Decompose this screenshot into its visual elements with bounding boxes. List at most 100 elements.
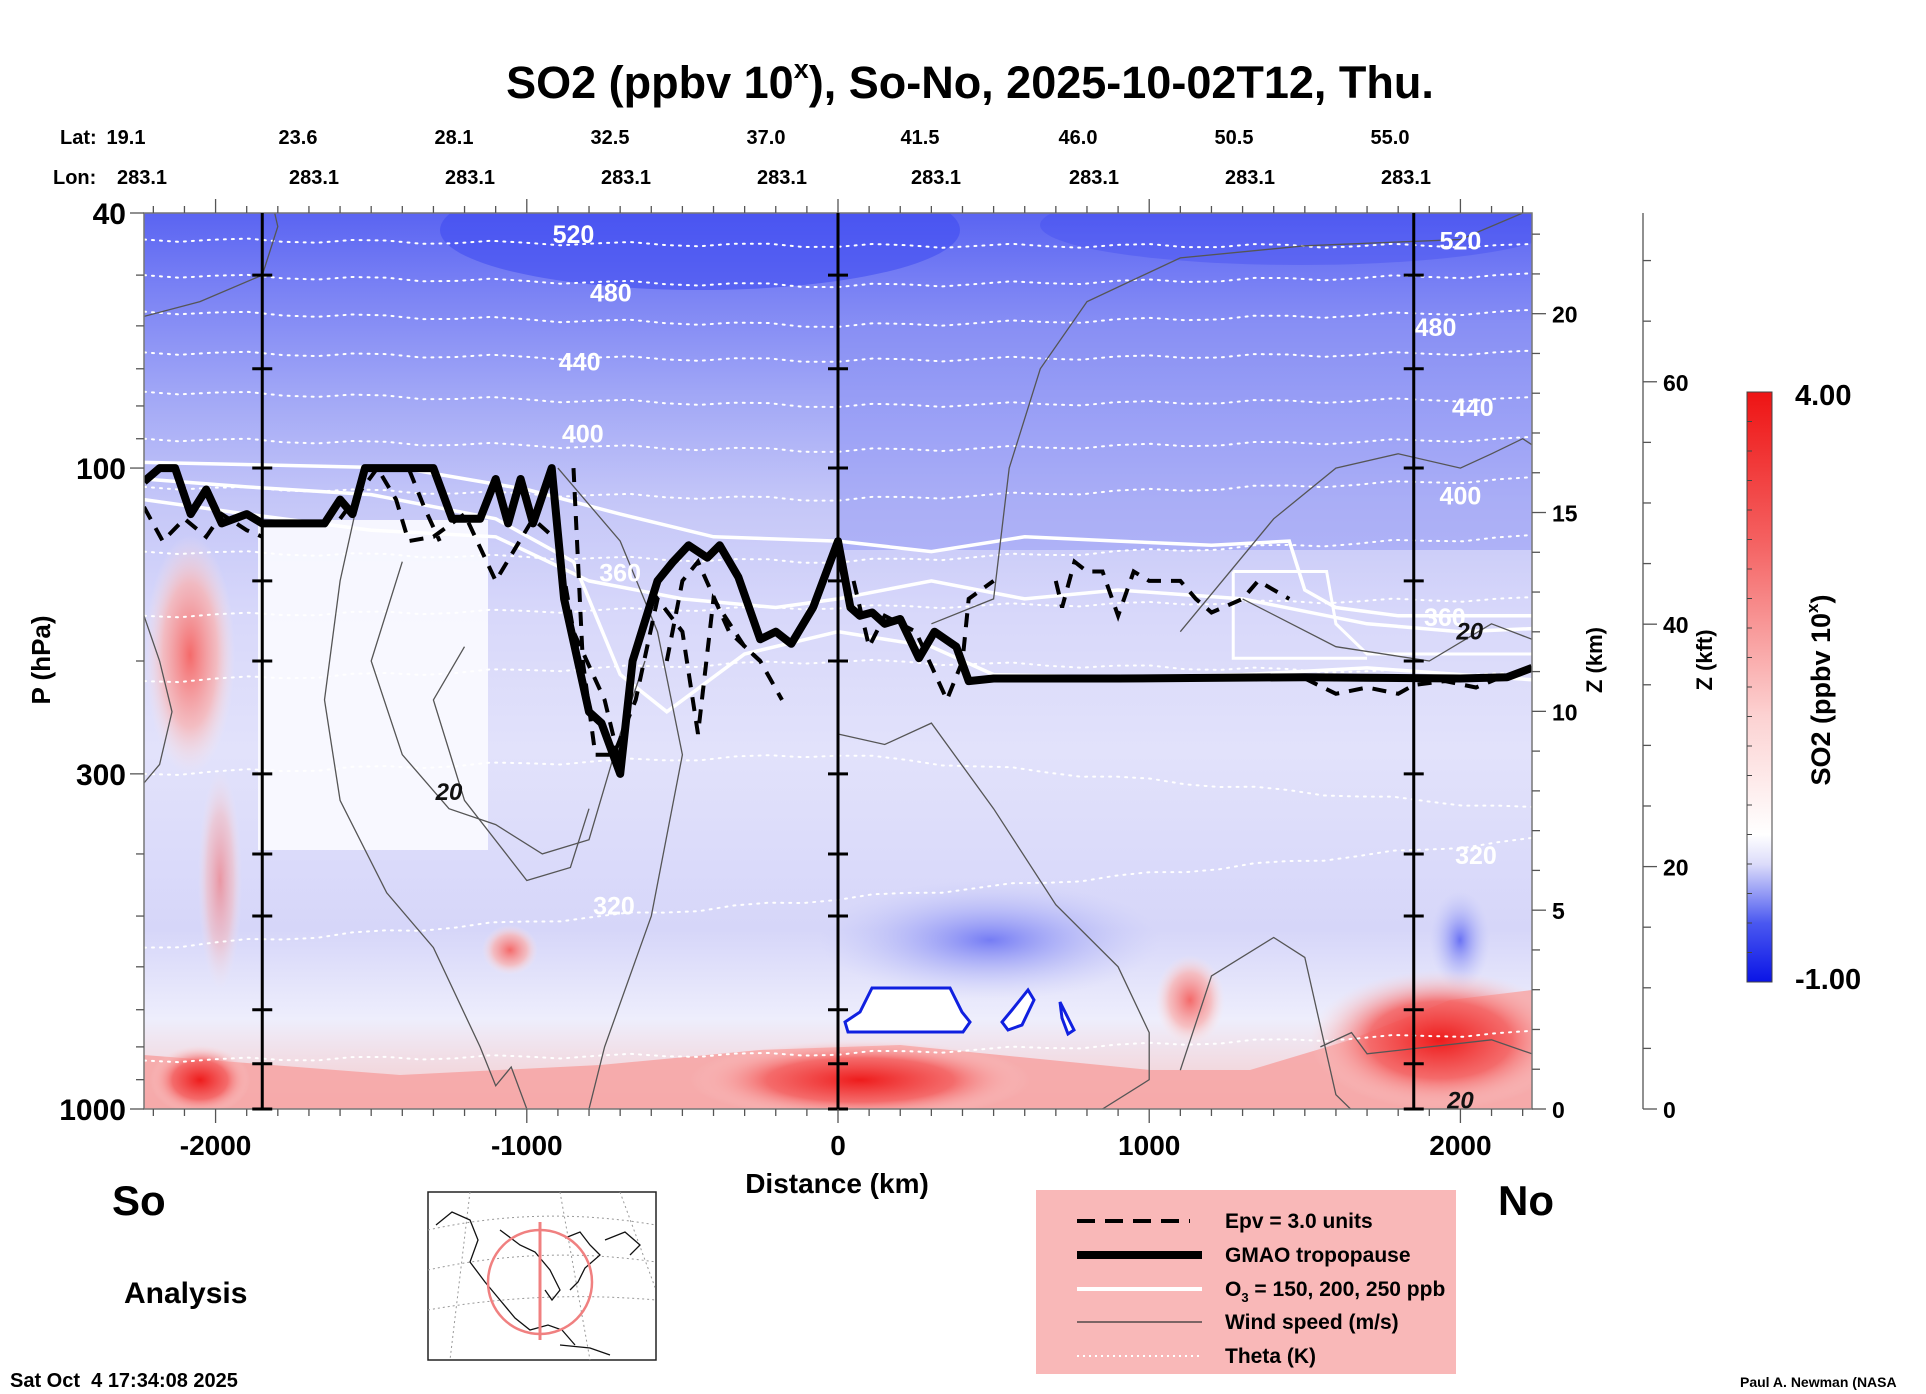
y-tick-label: 100 [76, 453, 126, 486]
kft-tick-label: 0 [1663, 1097, 1676, 1123]
legend-wind-label: Wind speed (m/s) [1225, 1311, 1399, 1334]
lon-value: 283.1 [117, 167, 167, 189]
lon-value: 283.1 [445, 167, 495, 189]
inset-map-graticule [427, 1191, 657, 1361]
lat-value: 46.0 [1059, 127, 1098, 149]
kft-tick-label: 20 [1663, 855, 1689, 881]
epv-contour [144, 506, 264, 545]
wind-contour [1320, 1031, 1532, 1055]
location-marker-lines [252, 213, 1424, 1111]
theta-label: 520 [553, 221, 595, 249]
lon-value: 283.1 [1069, 167, 1119, 189]
so2-field-red-blob-1150 [1155, 955, 1225, 1045]
theta-label: 320 [593, 893, 635, 921]
lat-value: 50.5 [1215, 127, 1254, 149]
wind-contour [144, 615, 173, 784]
inset-map-coastline [435, 1211, 641, 1356]
z-km-axis-label: Z (km) [1582, 627, 1607, 693]
kft-tick-label: 40 [1663, 612, 1689, 638]
wind-contour [837, 722, 1150, 1109]
so2-field-red-plume-upper [145, 535, 235, 775]
lon-label: Lon: [53, 167, 96, 189]
legend-theta-label: Theta (K) [1225, 1345, 1316, 1368]
x-tick-label: 1000 [1118, 1130, 1180, 1161]
wind-contour [323, 467, 528, 1109]
x-tick-label: 2000 [1429, 1130, 1491, 1161]
epv-contour [851, 579, 995, 705]
so2-field-gap-3 [1058, 1001, 1076, 1037]
wind-contour [370, 561, 646, 855]
analysis-label: Analysis [124, 1277, 247, 1310]
ozone-contour [1231, 569, 1532, 660]
wind-contour [1242, 598, 1532, 662]
wind-contour [931, 213, 1523, 625]
lat-value: 19.1 [107, 127, 146, 149]
tropopause-line [144, 464, 1532, 778]
so2-field-red-surface-left [150, 1045, 250, 1109]
wind-label: 20 [435, 779, 463, 806]
lat-value: 23.6 [279, 127, 318, 149]
wind-contour [432, 646, 590, 882]
legend-o3-label: O3 = 150, 200, 250 ppb [1225, 1278, 1445, 1305]
epv-contour [1053, 558, 1291, 622]
wind-contour [1179, 936, 1352, 1109]
lat-label: Lat: [60, 127, 97, 149]
lon-value: 283.1 [1381, 167, 1431, 189]
x-axis: -2000 -1000 0 1000 2000 [152, 199, 1524, 1161]
y-tick-label: 40 [93, 198, 126, 231]
lat-value: 32.5 [591, 127, 630, 149]
epv-contour [338, 464, 623, 765]
x-tick-label: 0 [830, 1130, 846, 1161]
so2-field-red-surface-right [1310, 970, 1532, 1109]
legend-tropopause-label: GMAO tropopause [1225, 1244, 1411, 1267]
wind-speed-contours [144, 213, 1532, 1138]
theta-labels: 520 480 440 400 360 320 520 480 440 400 360 320 [553, 221, 1497, 921]
lat-value: 37.0 [747, 127, 786, 149]
theta-label: 440 [559, 349, 601, 377]
epv-contour [664, 557, 762, 663]
inset-locator-map [427, 1191, 657, 1361]
so2-field-gap-1 [843, 986, 972, 1034]
y-tick-label: 300 [76, 759, 126, 792]
lon-value: 283.1 [601, 167, 651, 189]
z-kft-axis-label: Z (kft) [1692, 629, 1717, 690]
x-tick-label: -1000 [491, 1130, 563, 1161]
so2-field-blue-mid-right [840, 320, 1532, 550]
x-axis-label: Distance (km) [745, 1168, 929, 1199]
so2-field-blue-low-2 [1430, 890, 1490, 990]
south-label: So [112, 1177, 166, 1224]
y-axis-z-kft: 0 20 40 60 [1642, 213, 1689, 1123]
lat-value: 28.1 [435, 127, 474, 149]
lon-value: 283.1 [757, 167, 807, 189]
theta-label: 360 [599, 559, 641, 587]
north-label: No [1498, 1177, 1554, 1224]
legend: Epv = 3.0 units GMAO tropopause O3 = 150… [1036, 1190, 1456, 1374]
z-tick-label: 15 [1552, 501, 1578, 527]
epv-contour [571, 468, 784, 757]
z-tick-label: 10 [1552, 699, 1578, 725]
so2-field-red-surface-center [690, 1040, 1030, 1109]
wind-contour [433, 1120, 713, 1138]
so2-field-blue-top-right [1040, 213, 1532, 265]
credit: Paul A. Newman (NASA [1740, 1374, 1897, 1390]
z-tick-label: 5 [1552, 898, 1565, 924]
theta-label: 320 [1455, 842, 1497, 870]
lon-value: 283.1 [289, 167, 339, 189]
colorbar-label: SO2 (ppbv 10x) [1803, 594, 1836, 785]
theta-label: 400 [1440, 483, 1482, 511]
so2-field-blue-top [440, 213, 960, 290]
theta-label: 440 [1452, 394, 1494, 422]
y-tick-label: 1000 [59, 1094, 126, 1127]
colorbar-ticks [1747, 391, 1752, 983]
so2-field-white-column [258, 520, 488, 850]
theta-label: 520 [1440, 228, 1482, 256]
tropopause-path [144, 464, 1532, 778]
so2-field-blue-low [820, 880, 1160, 1000]
lat-value: 55.0 [1371, 127, 1410, 149]
lat-value: 41.5 [901, 127, 940, 149]
z-tick-label: 20 [1552, 302, 1578, 328]
y-axis-z-km: 0 5 10 15 20 [1532, 233, 1578, 1123]
y-axis-label: P (hPa) [26, 615, 56, 704]
